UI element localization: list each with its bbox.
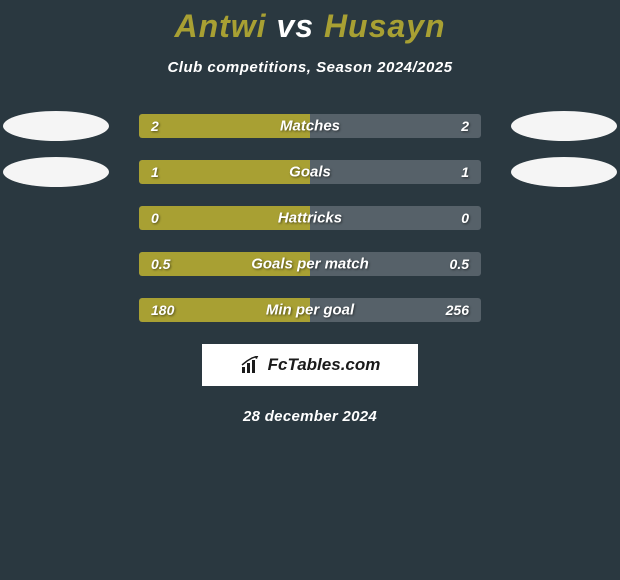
stat-right-value: 0.5	[450, 256, 469, 272]
stat-label: Min per goal	[266, 302, 354, 319]
fctables-logo[interactable]: FcTables.com	[202, 344, 418, 386]
stat-bar: 1 Goals 1	[139, 160, 481, 184]
stat-label: Goals	[289, 164, 331, 181]
stat-row: 1 Goals 1	[0, 160, 620, 184]
vs-text: vs	[276, 8, 314, 44]
stat-bar: 180 Min per goal 256	[139, 298, 481, 322]
stats-rows: 2 Matches 2 1 Goals 1 0	[0, 114, 620, 322]
player2-name: Husayn	[324, 8, 446, 44]
stat-right-value: 256	[446, 302, 469, 318]
stat-row: 0.5 Goals per match 0.5	[0, 252, 620, 276]
stat-label: Hattricks	[278, 210, 342, 227]
stat-right-value: 2	[461, 118, 469, 134]
stat-row: 2 Matches 2	[0, 114, 620, 138]
stat-right-value: 0	[461, 210, 469, 226]
stat-left-value: 0.5	[151, 256, 170, 272]
stat-left-value: 2	[151, 118, 159, 134]
player1-name: Antwi	[174, 8, 266, 44]
stat-right-value: 1	[461, 164, 469, 180]
date-text: 28 december 2024	[0, 408, 620, 425]
stat-left-value: 0	[151, 210, 159, 226]
stat-label: Matches	[280, 118, 340, 135]
stat-row: 0 Hattricks 0	[0, 206, 620, 230]
player2-avatar	[511, 157, 617, 187]
stat-label: Goals per match	[251, 256, 369, 273]
stat-bar-fill	[139, 160, 310, 184]
stat-left-value: 180	[151, 302, 174, 318]
stat-row: 180 Min per goal 256	[0, 298, 620, 322]
player1-avatar	[3, 157, 109, 187]
chart-icon	[240, 356, 262, 374]
stat-bar: 0 Hattricks 0	[139, 206, 481, 230]
stat-bar: 2 Matches 2	[139, 114, 481, 138]
logo-text: FcTables.com	[268, 355, 381, 375]
player2-avatar	[511, 111, 617, 141]
subtitle: Club competitions, Season 2024/2025	[0, 59, 620, 76]
player1-avatar	[3, 111, 109, 141]
stat-bar: 0.5 Goals per match 0.5	[139, 252, 481, 276]
stat-left-value: 1	[151, 164, 159, 180]
comparison-title: Antwi vs Husayn	[0, 8, 620, 45]
